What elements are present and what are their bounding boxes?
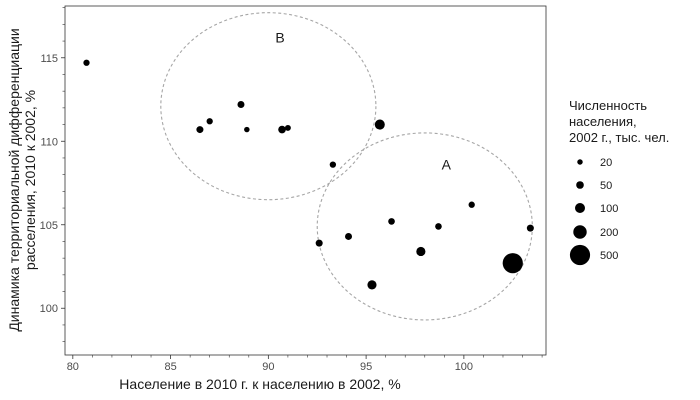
legend-title-line-1: Численность — [569, 98, 647, 113]
legend-title-line-2: населения, — [569, 114, 637, 129]
legend-key — [569, 244, 591, 266]
data-point — [388, 218, 395, 225]
data-point — [416, 246, 426, 257]
legend-entries: 20 50 100 200 500 — [569, 157, 618, 266]
x-tick-label: 90 — [262, 361, 274, 373]
data-point — [367, 280, 377, 290]
data-point — [374, 119, 385, 130]
plot-panel — [64, 5, 547, 356]
legend-entry-label: 500 — [600, 250, 618, 262]
data-point — [329, 161, 337, 168]
x-tick-label: 80 — [67, 361, 79, 373]
data-point — [526, 224, 534, 232]
legend-entry-label: 50 — [600, 180, 612, 192]
data-point — [237, 101, 245, 109]
y-tick-label: 100 — [40, 303, 58, 315]
legend-title-line-3: 2002 г., тыс. чел. — [569, 130, 669, 145]
x-tick-label: 85 — [164, 361, 176, 373]
data-point — [196, 126, 204, 134]
plot-border — [64, 5, 547, 356]
cluster-ellipse-b — [160, 12, 377, 201]
data-point — [244, 126, 250, 133]
legend-key — [577, 159, 583, 165]
axes: 80 85 90 95 100 100 105 110 115 — [40, 7, 543, 373]
cluster-label-a: A — [442, 157, 452, 173]
data-point — [206, 118, 213, 125]
legend-key — [574, 202, 586, 214]
data-point — [468, 201, 475, 208]
data-point — [502, 253, 523, 274]
data-point — [315, 239, 323, 247]
legend: Численность населения, 2002 г., тыс. чел… — [569, 98, 669, 266]
legend-key — [576, 181, 584, 189]
legend-entry-label: 20 — [600, 157, 612, 169]
x-tick-label: 100 — [455, 361, 473, 373]
y-tick-label: 105 — [40, 220, 58, 232]
data-point — [284, 124, 291, 131]
data-point — [345, 232, 353, 240]
legend-entry-label: 100 — [600, 203, 618, 215]
legend-key — [573, 225, 587, 239]
legend-entry-label: 200 — [600, 227, 618, 239]
x-axis-title: Население в 2010 г. к населению в 2002, … — [119, 376, 400, 392]
x-tick-label: 95 — [360, 361, 372, 373]
y-axis-title-line-1: Динамика территориальной дифференциации — [6, 28, 22, 331]
data-point — [435, 223, 442, 230]
cluster-label-b: B — [275, 30, 284, 46]
data-point — [278, 125, 286, 134]
y-axis-title-line-2: расселения, 2010 к 2002, % — [22, 90, 38, 270]
data-point — [83, 59, 90, 66]
data-points — [83, 59, 534, 290]
y-tick-label: 110 — [40, 136, 58, 148]
y-tick-label: 115 — [40, 53, 58, 65]
y-axis-title: Динамика территориальной дифференциации … — [6, 28, 38, 331]
